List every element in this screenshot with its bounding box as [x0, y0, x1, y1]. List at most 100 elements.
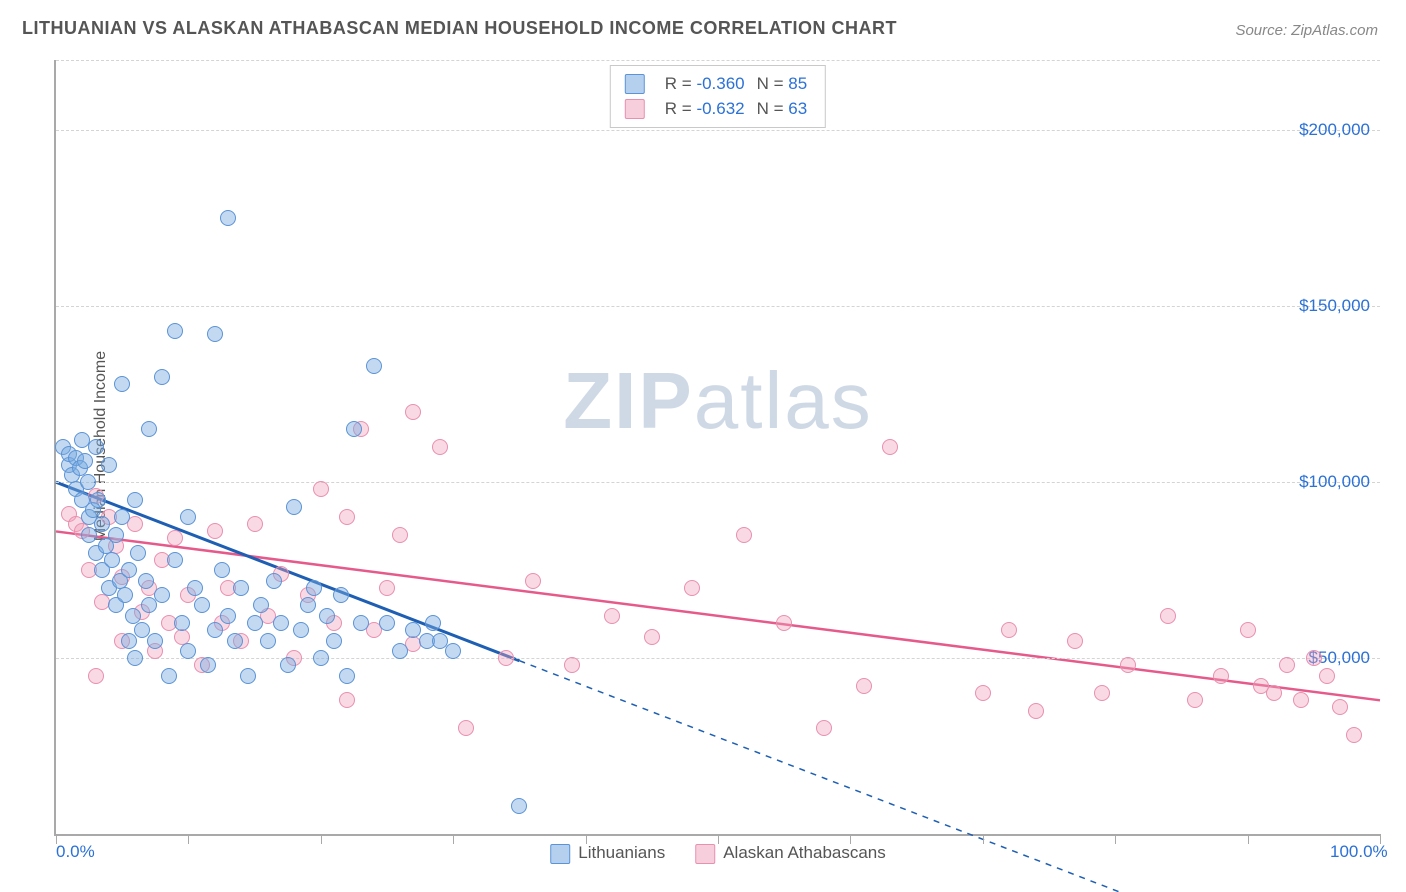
- legend-swatch-icon: [625, 99, 645, 119]
- data-point: [121, 633, 137, 649]
- data-point: [77, 453, 93, 469]
- data-point: [167, 530, 183, 546]
- data-point: [644, 629, 660, 645]
- legend-bottom: Lithuanians Alaskan Athabascans: [550, 843, 886, 864]
- data-point: [108, 527, 124, 543]
- data-point: [313, 481, 329, 497]
- data-point: [214, 562, 230, 578]
- data-point: [525, 573, 541, 589]
- data-point: [154, 587, 170, 603]
- data-point: [339, 668, 355, 684]
- data-point: [207, 523, 223, 539]
- data-point: [266, 573, 282, 589]
- tick-x: [586, 834, 587, 844]
- data-point: [326, 633, 342, 649]
- data-point: [180, 643, 196, 659]
- gridline-h: [56, 306, 1380, 307]
- tick-x: [188, 834, 189, 844]
- data-point: [180, 509, 196, 525]
- data-point: [1279, 657, 1295, 673]
- data-point: [1160, 608, 1176, 624]
- data-point: [101, 457, 117, 473]
- data-point: [346, 421, 362, 437]
- data-point: [458, 720, 474, 736]
- data-point: [736, 527, 752, 543]
- data-point: [1332, 699, 1348, 715]
- chart-title: LITHUANIAN VS ALASKAN ATHABASCAN MEDIAN …: [22, 18, 897, 39]
- data-point: [313, 650, 329, 666]
- data-point: [260, 633, 276, 649]
- gridline-h: [56, 482, 1380, 483]
- data-point: [194, 597, 210, 613]
- tick-x: [850, 834, 851, 844]
- data-point: [379, 580, 395, 596]
- tick-x: [983, 834, 984, 844]
- tick-x: [1115, 834, 1116, 844]
- legend-item: Lithuanians: [550, 843, 665, 864]
- data-point: [280, 657, 296, 673]
- data-point: [1240, 622, 1256, 638]
- y-tick-label: $100,000: [1299, 472, 1370, 492]
- stats-row: R = -0.360N = 85: [625, 72, 807, 97]
- data-point: [1028, 703, 1044, 719]
- data-point: [138, 573, 154, 589]
- legend-swatch-icon: [625, 74, 645, 94]
- tick-x: [718, 834, 719, 844]
- data-point: [207, 326, 223, 342]
- legend-swatch-icon: [550, 844, 570, 864]
- data-point: [247, 516, 263, 532]
- data-point: [604, 608, 620, 624]
- data-point: [161, 668, 177, 684]
- data-point: [366, 358, 382, 374]
- data-point: [882, 439, 898, 455]
- x-tick-label: 0.0%: [56, 842, 95, 862]
- data-point: [339, 692, 355, 708]
- legend-swatch-icon: [695, 844, 715, 864]
- data-point: [856, 678, 872, 694]
- data-point: [90, 492, 106, 508]
- data-point: [88, 668, 104, 684]
- gridline-h: [56, 658, 1380, 659]
- data-point: [445, 643, 461, 659]
- data-point: [511, 798, 527, 814]
- data-point: [233, 580, 249, 596]
- data-point: [684, 580, 700, 596]
- gridline-h: [56, 130, 1380, 131]
- data-point: [200, 657, 216, 673]
- data-point: [114, 509, 130, 525]
- data-point: [564, 657, 580, 673]
- data-point: [114, 376, 130, 392]
- data-point: [286, 499, 302, 515]
- data-point: [88, 439, 104, 455]
- data-point: [154, 369, 170, 385]
- data-point: [405, 404, 421, 420]
- data-point: [319, 608, 335, 624]
- data-point: [1346, 727, 1362, 743]
- data-point: [247, 615, 263, 631]
- data-point: [130, 545, 146, 561]
- data-point: [1067, 633, 1083, 649]
- data-point: [1319, 668, 1335, 684]
- legend-item: Alaskan Athabascans: [695, 843, 886, 864]
- tick-x: [321, 834, 322, 844]
- data-point: [220, 210, 236, 226]
- data-point: [432, 439, 448, 455]
- data-point: [425, 615, 441, 631]
- data-point: [816, 720, 832, 736]
- data-point: [174, 615, 190, 631]
- correlation-stats-box: R = -0.360N = 85R = -0.632N = 63: [610, 65, 826, 128]
- data-point: [379, 615, 395, 631]
- tick-x: [1248, 834, 1249, 844]
- data-point: [339, 509, 355, 525]
- data-point: [127, 492, 143, 508]
- data-point: [207, 622, 223, 638]
- data-point: [392, 527, 408, 543]
- data-point: [80, 474, 96, 490]
- data-point: [167, 552, 183, 568]
- data-point: [147, 633, 163, 649]
- data-point: [392, 643, 408, 659]
- y-tick-label: $150,000: [1299, 296, 1370, 316]
- data-point: [127, 650, 143, 666]
- data-point: [1293, 692, 1309, 708]
- tick-x: [453, 834, 454, 844]
